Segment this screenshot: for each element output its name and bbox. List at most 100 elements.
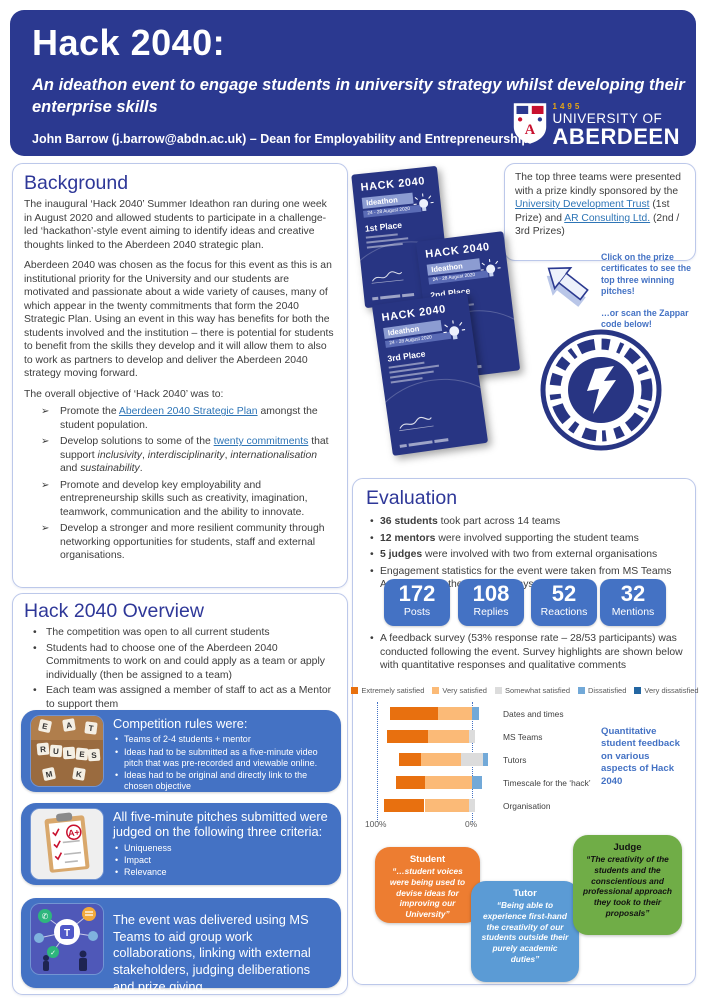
background-paragraph: The inaugural ‘Hack 2040’ Summer Ideatho… xyxy=(24,198,336,252)
evaluation-section: Evaluation 36 students took part across … xyxy=(352,478,696,985)
header: Hack 2040: An ideathon event to engage s… xyxy=(10,10,696,156)
overview-item: Students had to choose one of the Aberde… xyxy=(46,642,336,683)
judging-criteria-list: Uniqueness Impact Relevance xyxy=(113,843,331,879)
prize-text: The top three teams were presented with … xyxy=(515,172,681,237)
bar-segment xyxy=(399,753,421,766)
stat-label: Replies xyxy=(458,606,524,618)
certificate-footer-logo xyxy=(399,433,479,449)
certificate-title: HACK 2040 xyxy=(360,175,431,194)
stat-mentions: 32 Mentions xyxy=(600,579,666,626)
category-label: Dates and times xyxy=(503,709,564,719)
text-link[interactable]: Aberdeen 2040 Strategic Plan xyxy=(119,406,258,417)
overview-list: The competition was open to all current … xyxy=(24,626,336,711)
overview-title: Hack 2040 Overview xyxy=(24,600,336,623)
bar-segment xyxy=(438,707,472,720)
text-link[interactable]: AR Consulting Ltd. xyxy=(564,213,650,224)
bar-segment xyxy=(384,799,425,812)
legend-swatch xyxy=(578,687,585,694)
svg-text:A+: A+ xyxy=(67,827,80,838)
bar-segment xyxy=(425,776,473,789)
quote-author: Tutor xyxy=(478,888,572,899)
certificate-title: HACK 2040 xyxy=(425,240,498,261)
legend-swatch xyxy=(634,687,641,694)
background-section: Background The inaugural ‘Hack 2040’ Sum… xyxy=(12,163,348,588)
rules-box-title: Competition rules were: xyxy=(113,716,331,731)
bar-segment xyxy=(421,753,461,766)
overview-item: Each team was assigned a member of staff… xyxy=(46,684,336,711)
objective-item: Develop solutions to some of the twenty … xyxy=(60,435,336,476)
bar-segment xyxy=(469,730,476,743)
legend-swatch xyxy=(495,687,502,694)
quote-author: Student xyxy=(382,854,473,865)
bar-segment xyxy=(425,799,470,812)
stat-reactions: 52 Reactions xyxy=(531,579,597,626)
rules-photo: R U L E S E A T M K xyxy=(31,716,103,786)
stat-label: Posts xyxy=(384,606,450,618)
axis-label-left: 100% xyxy=(365,819,386,829)
quote-text: “Being able to experience first-hand the… xyxy=(478,900,572,965)
category-label: Timescale for the ‘hack’ xyxy=(503,778,591,788)
teams-box-text: The event was delivered using MS Teams t… xyxy=(113,904,331,995)
svg-text:✓: ✓ xyxy=(50,950,56,957)
bar-segment xyxy=(483,753,488,766)
university-crest-icon: A xyxy=(512,101,548,150)
evaluation-title: Evaluation xyxy=(366,487,457,510)
background-paragraph: Aberdeen 2040 was chosen as the focus fo… xyxy=(24,259,336,381)
legend-item: Very dissatisfied xyxy=(634,686,698,695)
criteria-item: Relevance xyxy=(124,867,331,878)
legend-swatch xyxy=(432,687,439,694)
judge-quote: Judge “The creativity of the students an… xyxy=(573,835,682,935)
svg-text:✆: ✆ xyxy=(42,912,49,921)
objective-item: Promote and develop key employability an… xyxy=(60,479,336,520)
text-link[interactable]: twenty commitments xyxy=(214,436,309,447)
bar-segment xyxy=(428,730,469,743)
teams-box: T ✆ ✓ The event was delivered using MS T… xyxy=(21,898,341,988)
tutor-quote: Tutor “Being able to experience first-ha… xyxy=(471,881,579,982)
category-label: Organisation xyxy=(503,801,551,811)
rules-item: Ideas had to be submitted as a five-minu… xyxy=(124,747,331,770)
stat-replies: 108 Replies xyxy=(458,579,524,626)
logo-line1: UNIVERSITY OF xyxy=(553,112,680,126)
text-link[interactable]: University Development Trust xyxy=(515,199,649,210)
legend-item: Somewhat satisfied xyxy=(495,686,570,695)
overview-item: The competition was open to all current … xyxy=(46,626,336,640)
bar-segment xyxy=(472,707,479,720)
stat-value: 172 xyxy=(384,582,450,606)
evaluation-item: 36 students took part across 14 teams xyxy=(380,515,702,529)
stat-label: Mentions xyxy=(600,606,666,618)
legend-swatch xyxy=(351,687,358,694)
svg-text:R: R xyxy=(40,745,47,754)
legend-item: Very satisfied xyxy=(432,686,487,695)
bar-segment xyxy=(461,753,484,766)
cta-line1: Click on the prize certificates to see t… xyxy=(601,252,703,298)
category-label: MS Teams xyxy=(503,732,542,742)
objective-item: Promote the Aberdeen 2040 Strategic Plan… xyxy=(60,405,336,432)
signature xyxy=(396,414,436,437)
svg-text:U: U xyxy=(53,747,60,756)
rules-item: Teams of 2-4 students + mentor xyxy=(124,734,331,745)
overview-section: Hack 2040 Overview The competition was o… xyxy=(12,593,348,995)
legend-item: Dissatisfied xyxy=(578,686,626,695)
svg-text:L: L xyxy=(66,749,71,758)
objectives-list: Promote the Aberdeen 2040 Strategic Plan… xyxy=(24,405,336,563)
logo-line2: ABERDEEN xyxy=(553,126,680,148)
stat-label: Reactions xyxy=(531,606,597,618)
stat-value: 108 xyxy=(458,582,524,606)
lightbulb-icon xyxy=(441,319,469,351)
bar-segment xyxy=(472,776,482,789)
university-logo: A 1495 UNIVERSITY OF ABERDEEN xyxy=(512,101,680,150)
rules-box: R U L E S E A T M K Competition rules we… xyxy=(21,710,341,792)
ms-teams-illustration: T ✆ ✓ xyxy=(31,904,103,974)
clipboard-photo: A+ xyxy=(31,809,103,879)
author-line: John Barrow (j.barrow@abdn.ac.uk) – Dean… xyxy=(32,132,529,146)
judging-box: A+ All five-minu xyxy=(21,803,341,885)
lightbulb-icon xyxy=(412,192,437,221)
bar-segment xyxy=(396,776,425,789)
criteria-item: Impact xyxy=(124,855,331,866)
objective-item: Develop a stronger and more resilient co… xyxy=(60,522,336,563)
bar-segment xyxy=(469,799,475,812)
legend-item: Extremely satisfied xyxy=(351,686,424,695)
category-label: Tutors xyxy=(503,755,526,765)
bar-segment xyxy=(387,730,428,743)
